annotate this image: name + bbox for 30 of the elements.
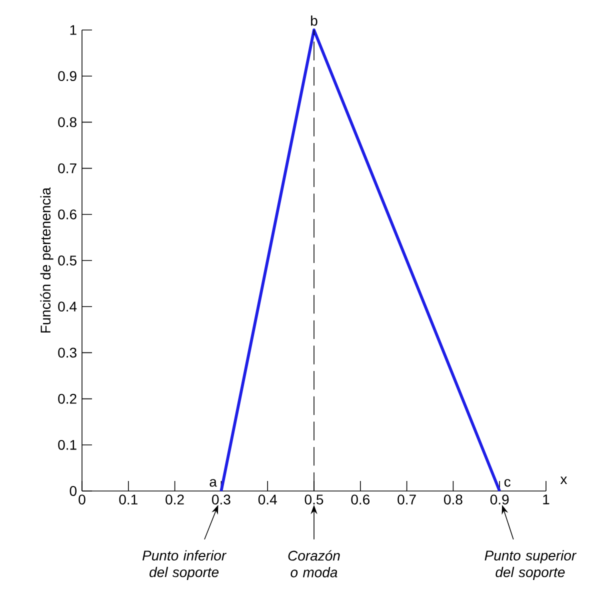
y-tick-label: 0.8 <box>58 117 76 128</box>
y-tick-label: 0.6 <box>58 209 76 220</box>
annotation: c <box>504 479 511 487</box>
annotation: a <box>210 479 217 487</box>
x-tick-label: 0.4 <box>258 494 277 505</box>
y-tick-label: 0.4 <box>58 302 77 312</box>
x-tick-label: 0.6 <box>351 494 370 505</box>
y-tick-label: 0.5 <box>58 256 76 266</box>
text: Punto superior del soporte <box>484 550 577 580</box>
x-tick-label: 0.9 <box>490 494 509 505</box>
y-tick-label: 0.1 <box>58 440 76 450</box>
x-tick-label: 0.3 <box>212 494 230 505</box>
x-tick-label: 0.5 <box>304 494 324 505</box>
text: Corazón o moda <box>288 550 340 578</box>
y-tick-label: 0.3 <box>58 348 76 358</box>
y-tick-label: 0.9 <box>58 71 76 82</box>
y-tick-label: 1 <box>70 25 76 35</box>
x-tick-label: 0.1 <box>119 494 138 505</box>
x-tick-label: 0 <box>78 494 86 505</box>
y-tick-label: 0 <box>70 486 77 496</box>
y-tick-label: 0.2 <box>58 394 76 404</box>
annotation: b <box>311 15 318 26</box>
x-tick-label: 0.7 <box>398 494 416 505</box>
x-tick-label: 1 <box>543 494 550 504</box>
y-axis-title: Función de pertenencia <box>40 187 54 333</box>
x-axis-title: x <box>560 476 568 484</box>
y-tick-label: 0.7 <box>58 163 76 174</box>
x-tick-label: 0.2 <box>166 494 184 505</box>
text: Punto inferior del soporte <box>142 550 227 580</box>
x-tick-label: 0.8 <box>444 494 462 505</box>
